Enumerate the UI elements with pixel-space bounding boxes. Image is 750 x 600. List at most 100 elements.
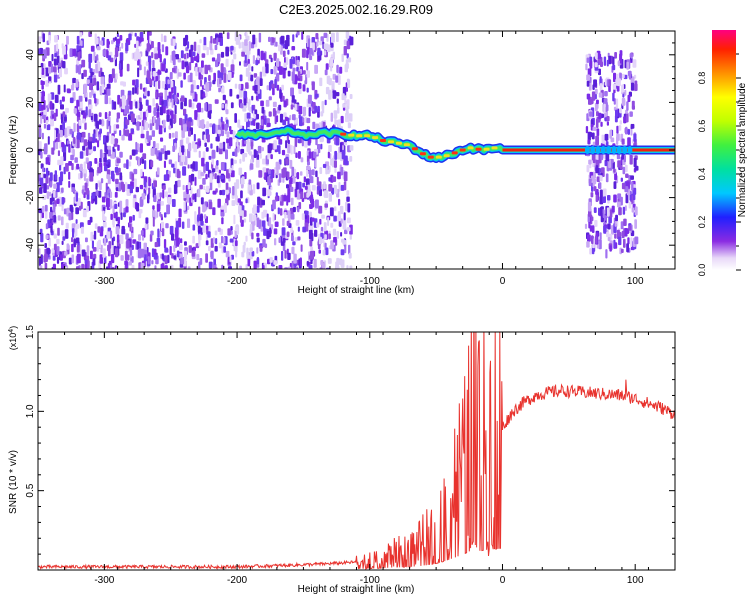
heatmap-cell: [198, 120, 203, 129]
heatmap-cell: [142, 87, 146, 92]
heatmap-cell: [602, 188, 607, 197]
heatmap-cell: [194, 93, 198, 102]
heatmap-cell: [344, 244, 347, 254]
heatmap-cell: [117, 144, 120, 151]
heatmap-cell: [38, 101, 42, 112]
heatmap-cell: [169, 225, 174, 235]
heatmap-cell: [42, 195, 47, 200]
heatmap-cell: [623, 84, 626, 89]
heatmap-cell: [321, 101, 325, 110]
heatmap-cell: [225, 189, 229, 195]
heatmap-cell: [291, 166, 295, 177]
heatmap-cell: [248, 63, 251, 71]
heatmap-cell: [270, 186, 273, 191]
heatmap-cell: [79, 125, 82, 130]
y-tick-label: 0.5: [25, 483, 36, 497]
heatmap-cell: [190, 173, 195, 182]
heatmap-cell: [76, 35, 80, 45]
heatmap-cell: [97, 226, 101, 233]
heatmap-cell: [96, 242, 100, 252]
heatmap-cell: [200, 74, 204, 80]
heatmap-cell: [325, 43, 329, 50]
heatmap-cell: [311, 217, 315, 222]
heatmap-cell: [273, 140, 277, 150]
heatmap-cell: [289, 177, 293, 183]
heatmap-cell: [214, 99, 219, 104]
heatmap-cell: [121, 95, 126, 103]
heatmap-cell: [239, 265, 242, 269]
heatmap-cell: [337, 152, 341, 160]
heatmap-cell: [85, 157, 89, 164]
heatmap-cell: [604, 133, 609, 141]
ridge-peak-cell: [396, 141, 402, 145]
heatmap-cell: [629, 111, 633, 117]
heatmap-cell: [185, 137, 190, 144]
heatmap-cell: [322, 163, 327, 168]
heatmap-cell: [169, 246, 172, 256]
heatmap-cell: [314, 41, 317, 51]
heatmap-cell: [193, 56, 198, 61]
snr-y-ticks: 0.51.01.5: [25, 325, 675, 555]
heatmap-cell: [120, 255, 124, 261]
heatmap-cell: [61, 216, 64, 226]
heatmap-cell: [181, 221, 185, 229]
heatmap-cell: [290, 104, 294, 110]
heatmap-cell: [53, 74, 58, 83]
heatmap-cell: [46, 167, 49, 177]
heatmap-cell: [334, 168, 337, 173]
heatmap-cell: [299, 171, 303, 176]
heatmap-cell: [50, 63, 53, 73]
heatmap-cell: [158, 93, 162, 98]
heatmap-cell: [56, 256, 60, 264]
heatmap-cell: [603, 103, 606, 114]
heatmap-cell: [121, 134, 125, 141]
heatmap-cell: [40, 62, 44, 68]
heatmap-cell: [164, 247, 169, 253]
heatmap-cell: [43, 183, 47, 193]
heatmap-cell: [166, 150, 171, 155]
heatmap-cell: [205, 240, 209, 246]
heatmap-cell: [335, 92, 340, 97]
heatmap-cell: [279, 92, 282, 99]
heatmap-cell: [315, 199, 319, 209]
heatmap-cell: [123, 212, 126, 218]
heatmap-cell: [610, 137, 615, 143]
heatmap-cell: [349, 36, 354, 46]
heatmap-cell: [208, 103, 212, 111]
heatmap-cell: [287, 49, 290, 55]
heatmap-cell: [319, 40, 322, 46]
heatmap-cell: [108, 97, 112, 105]
heatmap-cell: [95, 190, 99, 196]
heatmap-cell: [147, 105, 152, 113]
heatmap-cell: [290, 213, 295, 220]
heatmap-cell: [71, 243, 74, 253]
ridge-peak-cell: [419, 152, 426, 156]
heatmap-cell: [71, 254, 75, 264]
heatmap-cell: [300, 157, 304, 163]
heatmap-cell: [273, 66, 277, 75]
heatmap-cell: [146, 43, 151, 52]
heatmap-cell: [200, 89, 204, 100]
heatmap-cell: [308, 38, 311, 49]
heatmap-cell: [217, 53, 221, 62]
heatmap-cell: [190, 84, 194, 94]
heatmap-cell: [278, 237, 281, 243]
heatmap-cell: [292, 114, 296, 121]
heatmap-cell: [133, 178, 137, 188]
heatmap-cell: [588, 159, 592, 165]
y-tick-label: -40: [25, 238, 36, 253]
heatmap-cell: [101, 120, 105, 127]
heatmap-cell: [206, 134, 210, 143]
heatmap-cell: [140, 169, 143, 177]
heatmap-cell: [55, 108, 58, 117]
heatmap-cell: [302, 111, 306, 117]
heatmap-cell: [276, 58, 280, 67]
heatmap-cell: [149, 233, 153, 242]
heatmap-cell: [183, 53, 187, 60]
heatmap-cell: [39, 265, 43, 269]
heatmap-cell: [226, 138, 230, 144]
heatmap-cell: [289, 58, 293, 69]
heatmap-cell: [80, 226, 84, 234]
heatmap-cell: [152, 216, 155, 227]
heatmap-cell: [219, 190, 223, 196]
